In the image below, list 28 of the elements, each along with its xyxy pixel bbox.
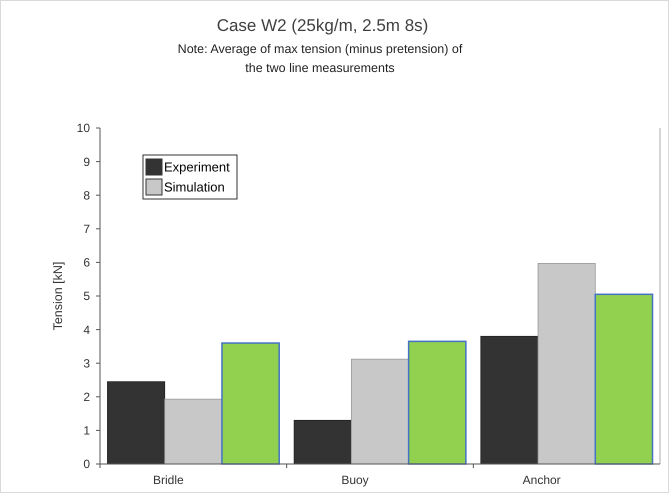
y-tick-label: 7 (83, 222, 90, 236)
bar (594, 294, 654, 465)
y-tick-label: 6 (83, 256, 90, 270)
bar (164, 398, 222, 464)
y-axis-title: Tension [kN] (51, 262, 65, 330)
y-tick-label: 8 (83, 188, 90, 202)
x-tick-label: Anchor (522, 473, 561, 487)
x-tick-label: Buoy (341, 473, 369, 487)
legend-label: Experiment (164, 160, 230, 175)
chart-title: Case W2 (25kg/m, 2.5m 8s) (216, 16, 428, 35)
bar (408, 340, 467, 465)
bar (480, 336, 538, 464)
x-tick-label: Bridle (152, 473, 184, 487)
y-tick-label: 2 (83, 390, 90, 404)
y-tick-label: 5 (83, 289, 90, 304)
bar (350, 358, 410, 464)
y-tick-label: 3 (83, 356, 90, 370)
bar (221, 342, 280, 465)
legend-label: Simulation (164, 180, 225, 195)
y-tick-label: 1 (83, 424, 90, 438)
y-tick-label: 4 (83, 322, 90, 337)
bar (107, 381, 166, 464)
y-tick-label: 0 (83, 457, 90, 472)
y-tick-label: 10 (76, 121, 90, 136)
chart-subtitle: Note: Average of max tension (minus pretension) of the two line measurements (176, 41, 464, 77)
bar (538, 263, 596, 464)
y-tick-label: 9 (83, 154, 90, 169)
bar (294, 420, 352, 464)
